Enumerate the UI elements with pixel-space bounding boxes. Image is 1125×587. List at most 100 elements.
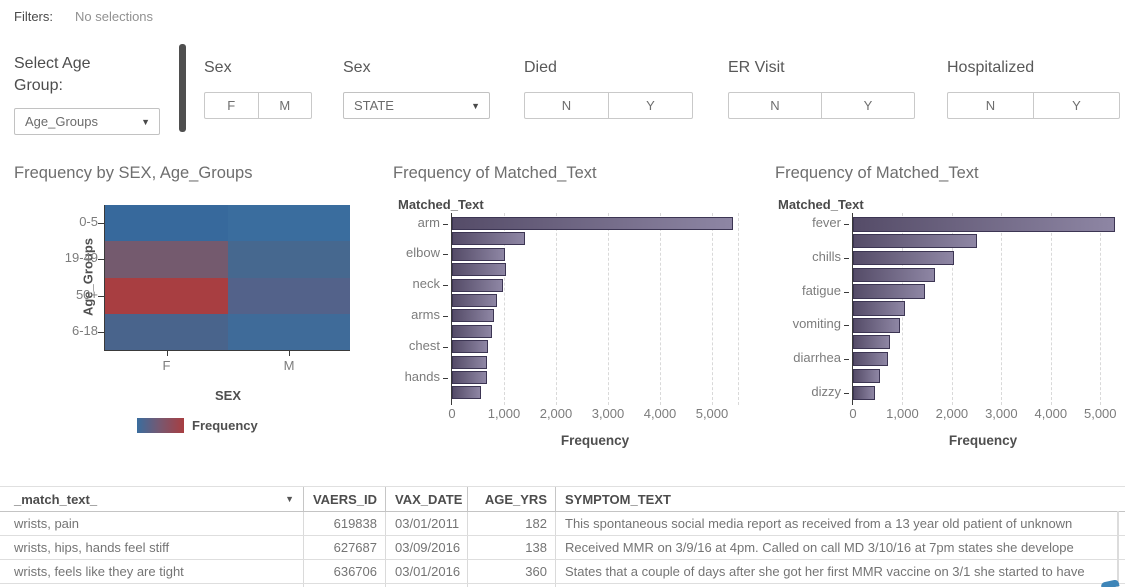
heatmap-x-axis-title: SEX [214, 388, 241, 403]
x-tick-label: 4,000 [1034, 406, 1068, 421]
table-cell[interactable]: 03/01/2016 [385, 560, 467, 583]
bar-arm[interactable] [452, 217, 733, 230]
died-button-n[interactable]: N [561, 98, 572, 113]
table-cell[interactable] [555, 584, 1125, 587]
died-button-y[interactable]: Y [608, 93, 692, 118]
table-cell[interactable]: 03/01/2011 [385, 512, 467, 535]
heatmap-cell-19-49-F[interactable] [105, 241, 228, 278]
table-row[interactable]: wrists, feels like they are tight 636706 0… [0, 560, 1125, 584]
heatmap-cell-19-49-M[interactable] [228, 241, 350, 278]
bar-unlabeled-1[interactable] [853, 233, 977, 249]
bar-hands[interactable] [452, 371, 487, 384]
filters-bar: Filters: No selections [14, 9, 153, 24]
y-category-label: dizzy [811, 383, 841, 399]
table-cell[interactable]: 138 [467, 536, 555, 559]
column-header-match-text[interactable]: _match_text_ ▼ [14, 491, 294, 507]
table-cell[interactable] [385, 584, 467, 587]
column-header-age-yrs[interactable]: AGE_YRS [467, 487, 555, 511]
heatmap-cell-50+-M[interactable] [228, 277, 350, 314]
bar-chart-title: Frequency of Matched_Text [775, 164, 979, 182]
table-cell[interactable]: wrists, hips, hands feel stiff [14, 540, 170, 555]
x-tick-label: 4,000 [643, 406, 677, 421]
bar-unlabeled-9[interactable] [452, 355, 487, 369]
heatmap-y-tick-label: 6-18 [71, 322, 98, 338]
x-axis-title: Frequency [560, 433, 630, 448]
x-tick-label: 5,000 [695, 406, 729, 421]
bar-unlabeled-7[interactable] [853, 334, 891, 350]
bar-fatigue[interactable] [853, 284, 925, 299]
tick-mark [98, 223, 104, 225]
table-cell[interactable] [303, 584, 385, 587]
table-cell[interactable]: 03/09/2016 [385, 536, 467, 559]
bar-neck[interactable] [452, 278, 504, 292]
table-cell[interactable]: Received MMR on 3/9/16 at 4pm. Called on… [555, 536, 1125, 559]
panel-divider-handle[interactable] [179, 44, 186, 132]
table-cell[interactable] [467, 584, 555, 587]
y-category-label: elbow [406, 245, 440, 261]
filters-value: No selections [75, 9, 154, 24]
tick-mark [443, 254, 448, 256]
heatmap-cell-0-5-F[interactable] [105, 205, 228, 242]
column-header-vax-date[interactable]: VAX_DATE [385, 487, 467, 511]
table-row[interactable] [0, 584, 1125, 587]
sex-button-f[interactable]: F [227, 98, 236, 113]
table-cell[interactable]: wrists, feels like they are tight [14, 564, 184, 579]
sex-dropdown-label: Sex [343, 59, 371, 76]
x-tick-label: 3,000 [985, 406, 1018, 421]
column-header-vaers-id[interactable]: VAERS_ID [303, 487, 385, 511]
bar-diarrhea[interactable] [853, 351, 888, 367]
gridline [1100, 213, 1102, 406]
y-axis-line [852, 213, 853, 406]
bar-unlabeled-3[interactable] [452, 263, 507, 277]
table-cell[interactable]: 619838 [303, 512, 385, 535]
tick-mark [443, 346, 448, 348]
heatmap-cell-6-18-M[interactable] [228, 313, 350, 350]
bar-chest[interactable] [452, 340, 489, 354]
heatmap-cell-6-18-F[interactable] [105, 313, 228, 350]
age-group-dropdown-value: Age_Groups [25, 114, 98, 129]
bar-unlabeled-3[interactable] [853, 267, 935, 283]
x-tick-label: 5,000 [1083, 406, 1117, 421]
table-row[interactable]: wrists, pain 619838 03/01/2011 182 This spon… [0, 512, 1125, 536]
table-cell[interactable]: wrists, pain [14, 516, 80, 531]
table-vertical-scrollbar[interactable] [1117, 511, 1119, 587]
bar-unlabeled-9[interactable] [853, 368, 881, 384]
bar-vomiting[interactable] [853, 318, 900, 333]
table-cell[interactable]: 182 [467, 512, 555, 535]
table-cell[interactable]: 636706 [303, 560, 385, 583]
hospitalized-button-n[interactable]: N [985, 98, 996, 113]
er-visit-button-n[interactable]: N [770, 98, 780, 113]
bar-unlabeled-5[interactable] [853, 301, 905, 316]
gridline [951, 213, 953, 406]
age-group-dropdown[interactable]: Age_Groups ▼ [14, 108, 160, 135]
table-cell[interactable]: 627687 [303, 536, 385, 559]
table-cell[interactable]: 360 [467, 560, 555, 583]
gridline [712, 213, 713, 405]
bar-elbow[interactable] [452, 247, 506, 261]
table-cell[interactable]: This spontaneous social media report as … [555, 512, 1125, 535]
bar-arms[interactable] [452, 309, 495, 323]
column-header-symptom-text[interactable]: SYMPTOM_TEXT [555, 487, 1125, 511]
sex-button-m[interactable]: M [257, 93, 312, 118]
y-axis-field-label: Matched_Text [398, 197, 484, 212]
table-row[interactable]: wrists, hips, hands feel stiff 627687 03/0… [0, 536, 1125, 560]
bar-fever[interactable] [853, 217, 1116, 232]
bar-unlabeled-5[interactable] [452, 294, 497, 307]
heatmap-cell-0-5-M[interactable] [228, 205, 350, 242]
state-dropdown[interactable]: STATE ▼ [343, 92, 490, 119]
er-visit-button-y[interactable]: Y [821, 93, 914, 118]
bar-chills[interactable] [853, 250, 955, 266]
table-cell[interactable]: States that a couple of days after she g… [555, 560, 1125, 583]
heatmap-cell-50+-F[interactable] [105, 277, 228, 314]
tick-mark [443, 285, 448, 287]
x-tick-label: 2,000 [935, 406, 969, 421]
sort-descending-caret-icon[interactable]: ▼ [285, 494, 294, 504]
bar-unlabeled-7[interactable] [452, 324, 493, 338]
bar-unlabeled-11[interactable] [452, 386, 482, 400]
bar-dizzy[interactable] [853, 385, 876, 400]
hospitalized-button-y[interactable]: Y [1033, 93, 1119, 118]
bar-unlabeled-1[interactable] [452, 232, 525, 246]
heatmap-x-axis-line [104, 350, 350, 351]
